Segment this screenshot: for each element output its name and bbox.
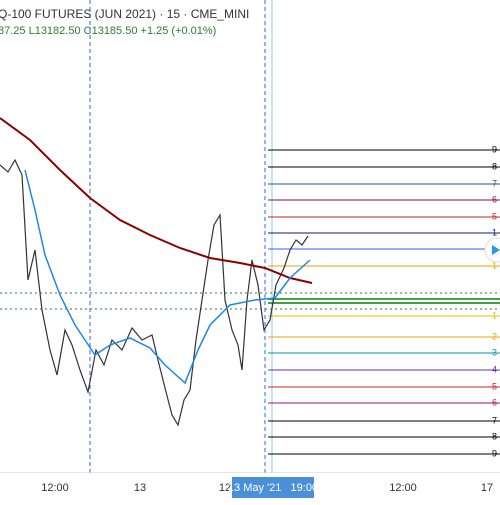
- fib-label: 6: [492, 194, 497, 204]
- x-tick-label: 17: [481, 482, 493, 494]
- fib-label: 1: [492, 310, 497, 320]
- fib-label: 9: [492, 144, 497, 154]
- crosshair-label-box: [232, 477, 314, 498]
- crosshair-label: 13 May '21 19:00: [228, 482, 318, 494]
- symbol-title: Q-100 FUTURES (JUN 2021) · 15 · CME_MINI: [0, 7, 249, 21]
- fib-label: 1: [492, 260, 497, 270]
- ohlc-values: 87.25 L13182.50 C13185.50 +1.25 (+0.01%): [0, 25, 216, 37]
- fib-label: 7: [492, 178, 497, 188]
- fib-label: 4: [492, 364, 497, 374]
- fib-label: 5: [492, 211, 497, 221]
- fib-label: 7: [492, 415, 497, 425]
- fib-label: 1: [492, 227, 497, 237]
- fib-label: 8: [492, 431, 497, 441]
- x-tick-label: 12:00: [41, 482, 69, 494]
- fib-label: 6: [492, 397, 497, 407]
- moving-average-fast: [24, 169, 311, 385]
- fib-label: 3: [492, 347, 497, 357]
- x-tick-label: 12:00: [389, 482, 417, 494]
- price-path: [0, 158, 309, 427]
- fib-label: 5: [492, 381, 497, 391]
- x-tick-label: 12: [219, 482, 231, 494]
- moving-average-slow: [0, 117, 313, 284]
- scroll-icon: [492, 245, 500, 255]
- fib-label: 9: [492, 448, 497, 458]
- fib-label: 8: [492, 161, 497, 171]
- x-tick-label: 13: [134, 482, 146, 494]
- fib-label: 2: [492, 331, 497, 341]
- fib-levels: 9 8 7 6 5 1 1 1 2 3 4 5 6 7 8 9: [268, 144, 500, 458]
